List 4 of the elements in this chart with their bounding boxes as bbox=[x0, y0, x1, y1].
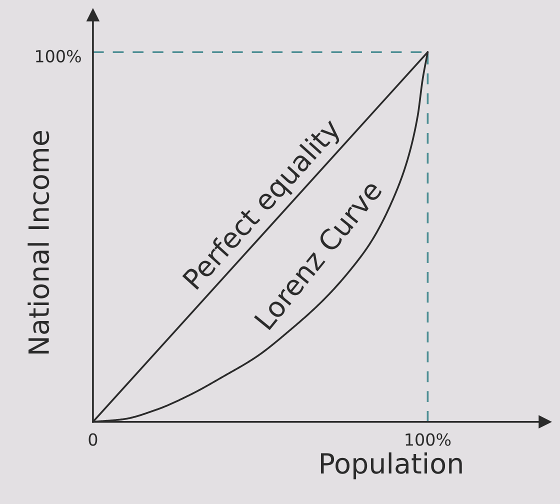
x-tick-label: 0 bbox=[88, 433, 98, 446]
y-axis-title: National Income bbox=[28, 130, 50, 354]
x-axis-title: Population bbox=[320, 452, 462, 480]
annotation: 100% bbox=[36, 50, 81, 62]
